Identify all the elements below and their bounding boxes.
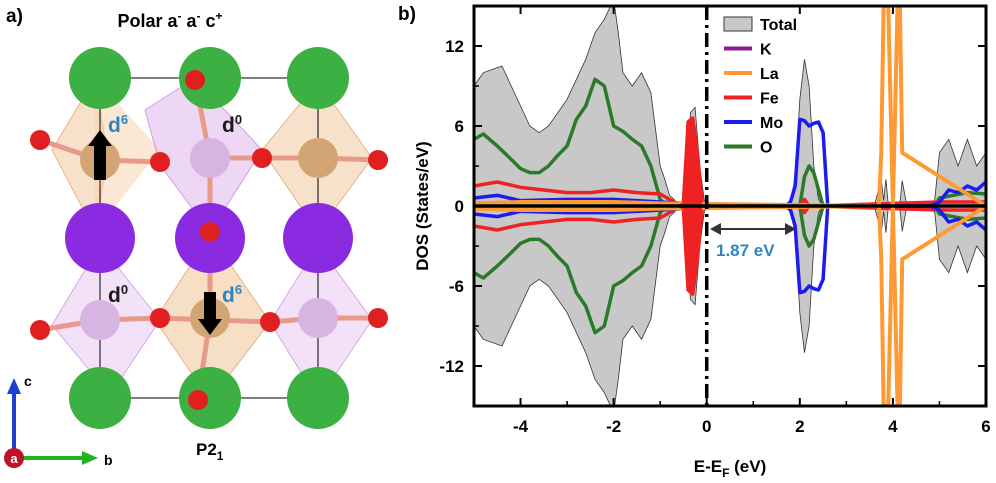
o-atoms <box>30 70 388 410</box>
axes-layer: -4 -2 0 2 4 6 -12 -6 0 6 12 <box>439 4 991 436</box>
legend: Total K La Fe Mo O <box>720 12 900 158</box>
la-pdos-up <box>474 6 986 208</box>
la-atom <box>179 47 241 109</box>
x-tick-label: 4 <box>888 417 898 436</box>
b-axis-arrowhead <box>82 451 98 465</box>
b-site-atoms <box>80 138 338 340</box>
o-atom <box>368 308 388 328</box>
o-atom <box>185 70 205 90</box>
d0-label-lower: d0 <box>108 282 128 307</box>
o-atom <box>150 308 170 328</box>
band-gap-annotation: 1.87 eV <box>710 223 796 260</box>
y-axis-label: DOS (States/eV) <box>413 141 432 270</box>
panel-a-title: Polar a- a- c+ <box>117 9 222 31</box>
o-atom <box>200 222 220 242</box>
y-tick-label: 12 <box>445 37 464 56</box>
spin-up-arrow <box>88 130 112 180</box>
title-mid-2: c <box>201 11 216 31</box>
title-prefix: Polar a <box>117 11 178 31</box>
mo-atom <box>298 298 338 338</box>
x-tick-label: -2 <box>606 417 621 436</box>
fe-octahedron-upper-left-face <box>95 78 160 232</box>
la-atom <box>179 367 241 429</box>
legend-label-mo: Mo <box>760 115 783 132</box>
d0-label-upper: d0 <box>222 112 242 137</box>
d6-label-lower: d6 <box>222 282 242 307</box>
panel-b-dos-chart: b) -4 -2 0 2 4 6 -12 -6 0 6 12 1.87 eV Total K La Fe M… <box>398 4 991 480</box>
la-atom <box>287 367 349 429</box>
x-tick-label: 6 <box>981 417 990 436</box>
legend-box <box>720 12 900 158</box>
la-atoms <box>69 47 349 429</box>
spin-down-arrow <box>198 292 222 335</box>
legend-label-k: K <box>760 42 772 59</box>
legend-label-o: O <box>760 140 772 157</box>
gap-arrowhead-right <box>785 223 796 235</box>
y-tick-label: 6 <box>455 117 464 136</box>
fe-atom <box>298 138 338 178</box>
legend-label-fe: Fe <box>760 91 779 108</box>
title-sup-2: - <box>197 9 201 23</box>
d6-label-upper: d6 <box>108 112 128 137</box>
o-pdos-up <box>474 77 986 208</box>
gap-label: 1.87 eV <box>716 241 775 260</box>
plot-area <box>474 6 986 406</box>
o-atom <box>252 148 272 168</box>
mo-pdos-up <box>474 117 986 208</box>
panel-b-label: b) <box>398 4 416 25</box>
la-atom <box>69 47 131 109</box>
mo-pdos-down <box>474 204 986 295</box>
legend-swatch-total <box>723 16 753 32</box>
c-axis-label: c <box>24 373 32 389</box>
la-atom <box>287 47 349 109</box>
o-pdos-down <box>474 204 986 335</box>
title-mid-1: a <box>181 11 197 31</box>
k-atom <box>65 203 135 273</box>
title-sup-1: - <box>177 9 181 23</box>
legend-label-la: La <box>760 66 779 83</box>
total-dos-area <box>474 6 986 406</box>
title-sup-3: + <box>216 9 223 23</box>
o-atom <box>30 130 50 150</box>
panel-a-label: a) <box>6 6 23 27</box>
gap-arrowhead-left <box>710 223 721 235</box>
c-axis-arrowhead <box>7 378 21 394</box>
x-tick-label: 2 <box>795 417 804 436</box>
k-atom <box>283 203 353 273</box>
y-tick-label: 0 <box>455 197 464 216</box>
x-tick-label: -4 <box>513 417 529 436</box>
moment-arrows <box>88 130 222 335</box>
y-tick-label: -12 <box>439 357 464 376</box>
o-atom <box>150 152 170 172</box>
la-pdos-down <box>474 204 986 406</box>
y-tick-label: -6 <box>449 277 464 296</box>
o-atom <box>188 390 208 410</box>
la-atom <box>69 367 131 429</box>
axes-indicator: a c b <box>4 373 113 468</box>
panel-a-crystal-structure: a) Polar a- a- c+ <box>4 6 388 468</box>
a-axis-dot <box>4 448 24 468</box>
space-group-label: P21 <box>196 440 224 463</box>
x-axis-label: E-EF (eV) <box>694 457 767 480</box>
o-atom <box>30 320 50 340</box>
a-axis-label: a <box>10 451 18 466</box>
legend-label-total: Total <box>760 17 797 34</box>
mo-atom <box>80 300 120 340</box>
b-axis-label: b <box>104 452 113 468</box>
o-atom <box>260 312 280 332</box>
mo-atom <box>190 138 230 178</box>
x-tick-label: 0 <box>702 417 711 436</box>
o-atom <box>368 150 388 170</box>
